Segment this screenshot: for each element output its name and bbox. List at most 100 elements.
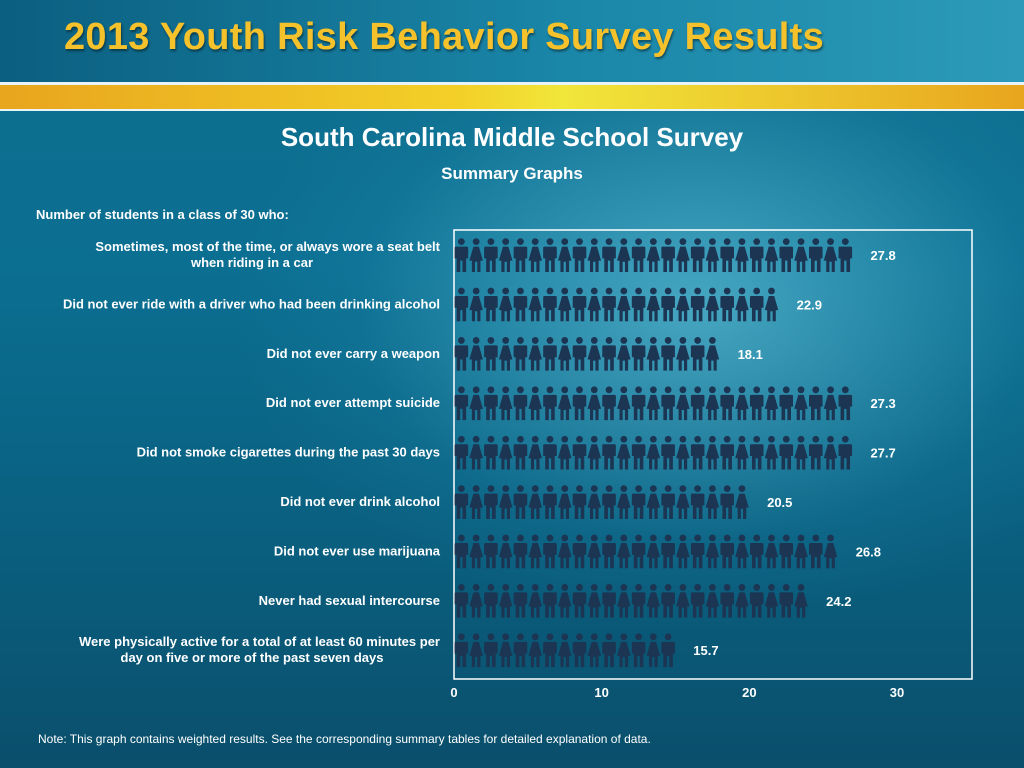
category-label: Did not ever ride with a driver who had … bbox=[63, 296, 440, 311]
person-icon bbox=[749, 584, 764, 618]
person-icon bbox=[735, 485, 749, 519]
person-icon bbox=[720, 238, 734, 272]
person-icon bbox=[764, 238, 779, 272]
person-icon bbox=[705, 485, 720, 519]
person-icon bbox=[602, 584, 616, 618]
person-icon bbox=[513, 584, 528, 618]
gold-accent-bar bbox=[0, 85, 1024, 109]
person-icon bbox=[602, 337, 616, 371]
person-icon bbox=[572, 584, 587, 618]
person-icon bbox=[823, 386, 838, 421]
person-icon bbox=[513, 435, 528, 470]
person-icon bbox=[676, 386, 690, 421]
value-label: 24.2 bbox=[826, 594, 851, 609]
category-label: Did not smoke cigarettes during the past… bbox=[137, 445, 440, 460]
person-icon bbox=[543, 633, 557, 668]
person-icon bbox=[631, 633, 646, 668]
category-label: Were physically active for a total of at… bbox=[79, 634, 440, 665]
person-icon bbox=[543, 238, 557, 272]
person-icon bbox=[498, 534, 513, 569]
person-icon-partial bbox=[676, 633, 687, 668]
person-icon bbox=[617, 485, 631, 519]
person-icon bbox=[469, 534, 483, 569]
person-icon bbox=[617, 633, 631, 668]
person-icon bbox=[794, 238, 808, 272]
person-icon bbox=[454, 287, 469, 322]
person-icon bbox=[454, 337, 469, 371]
person-icon bbox=[557, 485, 572, 519]
chart-intro-text: Number of students in a class of 30 who: bbox=[36, 207, 289, 222]
person-icon bbox=[631, 584, 646, 618]
value-label: 27.7 bbox=[870, 446, 895, 461]
person-icon bbox=[690, 435, 705, 470]
person-icon bbox=[823, 534, 838, 569]
person-icon bbox=[543, 584, 557, 618]
header-band bbox=[0, 0, 1024, 82]
person-icon bbox=[557, 287, 572, 322]
person-icon bbox=[808, 238, 823, 272]
person-icon bbox=[646, 534, 661, 569]
person-icon bbox=[779, 386, 794, 421]
person-icon bbox=[543, 287, 557, 322]
person-icon bbox=[631, 238, 646, 272]
person-icon bbox=[469, 584, 483, 618]
person-icon bbox=[646, 287, 661, 322]
x-tick-label: 0 bbox=[450, 685, 457, 700]
person-icon bbox=[602, 238, 616, 272]
person-icon bbox=[838, 386, 853, 421]
person-icon bbox=[764, 584, 779, 618]
person-icon bbox=[543, 485, 557, 519]
person-icon bbox=[661, 337, 675, 371]
person-icon bbox=[720, 435, 734, 470]
person-icon bbox=[690, 485, 705, 519]
person-icon bbox=[808, 435, 823, 470]
person-icon bbox=[469, 287, 483, 322]
person-icon bbox=[690, 386, 705, 421]
pictograph-row: Did not ever carry a weapon 18.1 bbox=[267, 337, 763, 371]
person-icon bbox=[749, 435, 764, 470]
person-icon bbox=[720, 485, 734, 519]
person-icon bbox=[690, 534, 705, 569]
person-icon bbox=[705, 584, 720, 618]
person-icon bbox=[557, 633, 572, 668]
person-icon-partial bbox=[749, 485, 757, 519]
person-icon bbox=[735, 386, 749, 421]
person-icon bbox=[543, 386, 557, 421]
person-icon bbox=[631, 534, 646, 569]
person-icon bbox=[617, 238, 631, 272]
person-icon bbox=[469, 633, 483, 668]
person-icon bbox=[469, 337, 483, 371]
category-label: Never had sexual intercourse bbox=[259, 593, 440, 608]
person-icon bbox=[454, 485, 469, 519]
value-label: 20.5 bbox=[767, 495, 792, 510]
person-icon bbox=[735, 287, 749, 322]
person-icon bbox=[587, 337, 602, 371]
person-icon bbox=[498, 287, 513, 322]
person-icon bbox=[484, 534, 498, 569]
person-icon bbox=[572, 633, 587, 668]
person-icon bbox=[498, 485, 513, 519]
person-icon bbox=[735, 584, 749, 618]
person-icon bbox=[661, 485, 675, 519]
person-icon bbox=[779, 435, 794, 470]
person-icon bbox=[513, 485, 528, 519]
person-icon bbox=[484, 287, 498, 322]
value-label: 27.8 bbox=[870, 248, 895, 263]
person-icon bbox=[838, 238, 853, 272]
person-icon bbox=[764, 287, 779, 322]
person-icon bbox=[690, 287, 705, 322]
person-icon bbox=[602, 386, 616, 421]
person-icon bbox=[838, 435, 853, 470]
person-icon bbox=[469, 238, 483, 272]
pictograph-row: Did not ever use marijuana 26.8 bbox=[274, 534, 881, 569]
person-icon bbox=[528, 633, 543, 668]
person-icon bbox=[720, 534, 734, 569]
page-title: 2013 Youth Risk Behavior Survey Results bbox=[64, 16, 825, 58]
person-icon bbox=[808, 386, 823, 421]
person-icon bbox=[617, 337, 631, 371]
person-icon bbox=[469, 485, 483, 519]
person-icon-partial bbox=[853, 435, 864, 470]
pictograph-row: Did not ever attempt suicide 27.3 bbox=[266, 386, 896, 421]
footnote: Note: This graph contains weighted resul… bbox=[38, 732, 651, 746]
pictograph-row: Did not smoke cigarettes during the past… bbox=[137, 435, 896, 470]
